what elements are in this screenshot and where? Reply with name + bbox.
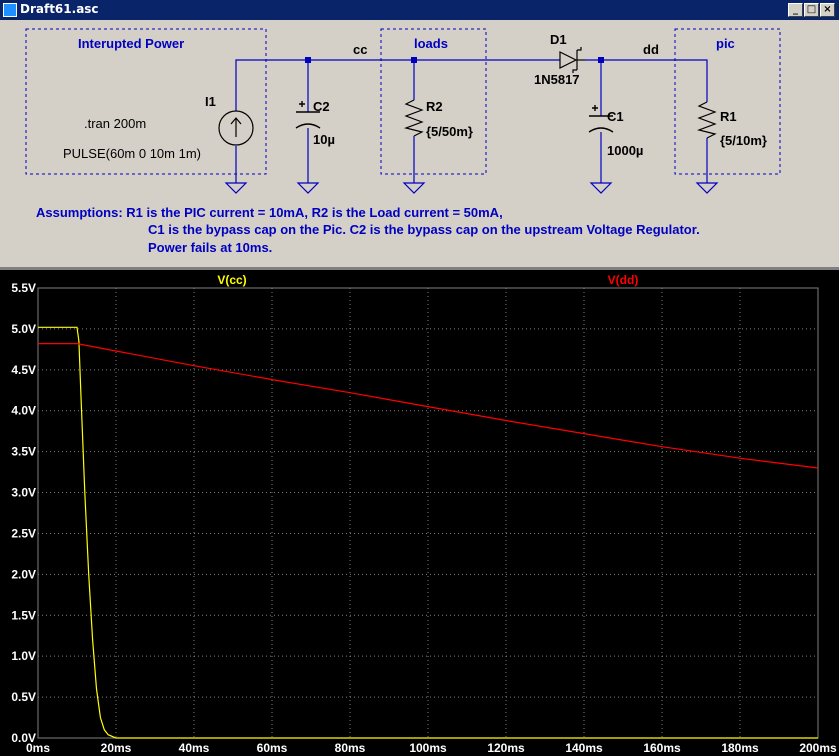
series-line-vdd xyxy=(38,342,819,469)
c1-value: 1000µ xyxy=(607,143,644,158)
resistor-r2 xyxy=(403,99,424,137)
x-tick-label: 160ms xyxy=(643,741,681,755)
legend-label: V(dd) xyxy=(608,273,639,287)
note-line-2: C1 is the bypass cap on the Pic. C2 is t… xyxy=(148,222,700,237)
x-tick-label: 200ms xyxy=(799,741,837,755)
y-tick-label: 4.0V xyxy=(11,404,36,418)
pic-box xyxy=(674,28,781,175)
waveform-plot[interactable]: 0ms 20ms 40ms 60ms 80ms 100ms 120ms 140ms 160ms 1… xyxy=(0,270,839,756)
x-tick-label: 180ms xyxy=(721,741,759,755)
loads-box-label: loads xyxy=(414,36,448,51)
legend-label: V(cc) xyxy=(217,273,246,287)
y-tick-label: 4.5V xyxy=(11,363,36,377)
capacitor-c1 xyxy=(588,105,614,133)
r2-label: R2 xyxy=(426,99,443,114)
y-tick-label: 0.5V xyxy=(11,690,36,704)
c2-value: 10µ xyxy=(313,132,335,147)
schematic-drawing xyxy=(25,28,781,194)
r1-label: R1 xyxy=(720,109,737,124)
power-box xyxy=(25,28,267,175)
capacitor-c2 xyxy=(295,101,321,129)
pane-divider[interactable] xyxy=(0,267,839,270)
x-tick-label: 120ms xyxy=(487,741,525,755)
y-tick-label: 5.0V xyxy=(11,322,36,336)
net-label-cc: cc xyxy=(353,42,368,57)
close-button[interactable]: × xyxy=(820,3,835,17)
loads-box xyxy=(380,28,487,175)
ground-symbols xyxy=(224,180,719,194)
y-tick-label: 1.0V xyxy=(11,649,36,663)
c1-label: C1 xyxy=(607,109,624,124)
x-tick-label: 0ms xyxy=(26,741,50,755)
note-line-1: Assumptions: R1 is the PIC current = 10m… xyxy=(36,205,503,220)
series-line-vcc xyxy=(38,326,818,739)
y-tick-label: 1.5V xyxy=(11,608,36,622)
diode-d1 xyxy=(559,47,585,73)
note-line-3: Power fails at 10ms. xyxy=(148,240,273,255)
y-tick-label: 3.5V xyxy=(11,445,36,459)
y-tick-label: 2.0V xyxy=(11,567,36,581)
title-bar: Draft61.asc _ □ × xyxy=(0,0,839,20)
minimize-button[interactable]: _ xyxy=(788,3,803,17)
maximize-button[interactable]: □ xyxy=(804,3,819,17)
x-tick-label: 20ms xyxy=(101,741,132,755)
r2-value: {5/50m} xyxy=(426,124,473,139)
y-tick-label: 0.0V xyxy=(11,731,36,745)
i1-label: I1 xyxy=(205,94,216,109)
wires xyxy=(235,59,708,180)
x-tick-label: 100ms xyxy=(409,741,447,755)
d1-value: 1N5817 xyxy=(534,72,580,87)
schematic-area[interactable]: Interupted Power loads pic cc dd I1 .tra… xyxy=(0,20,839,267)
power-box-label: Interupted Power xyxy=(78,36,185,51)
x-tick-label: 40ms xyxy=(179,741,210,755)
x-tick-label: 80ms xyxy=(335,741,366,755)
tran-directive: .tran 200m xyxy=(84,116,147,131)
c2-label: C2 xyxy=(313,99,330,114)
junctions xyxy=(305,57,604,63)
x-tick-label: 140ms xyxy=(565,741,603,755)
current-source-i1 xyxy=(218,110,254,146)
x-tick-label: 60ms xyxy=(257,741,288,755)
d1-label: D1 xyxy=(550,32,567,47)
pic-box-label: pic xyxy=(716,36,735,51)
waveform-pane[interactable]: 0ms 20ms 40ms 60ms 80ms 100ms 120ms 140ms 160ms 1… xyxy=(0,270,839,756)
r1-value: {5/10m} xyxy=(720,133,767,148)
app-icon xyxy=(3,3,17,17)
y-tick-label: 2.5V xyxy=(11,526,36,540)
resistor-r1 xyxy=(696,101,717,139)
y-tick-label: 3.0V xyxy=(11,486,36,500)
y-tick-label: 5.5V xyxy=(11,281,36,295)
net-label-dd: dd xyxy=(643,42,659,57)
pulse-spec: PULSE(60m 0 10m 1m) xyxy=(63,146,201,161)
window-title: Draft61.asc xyxy=(20,2,99,16)
